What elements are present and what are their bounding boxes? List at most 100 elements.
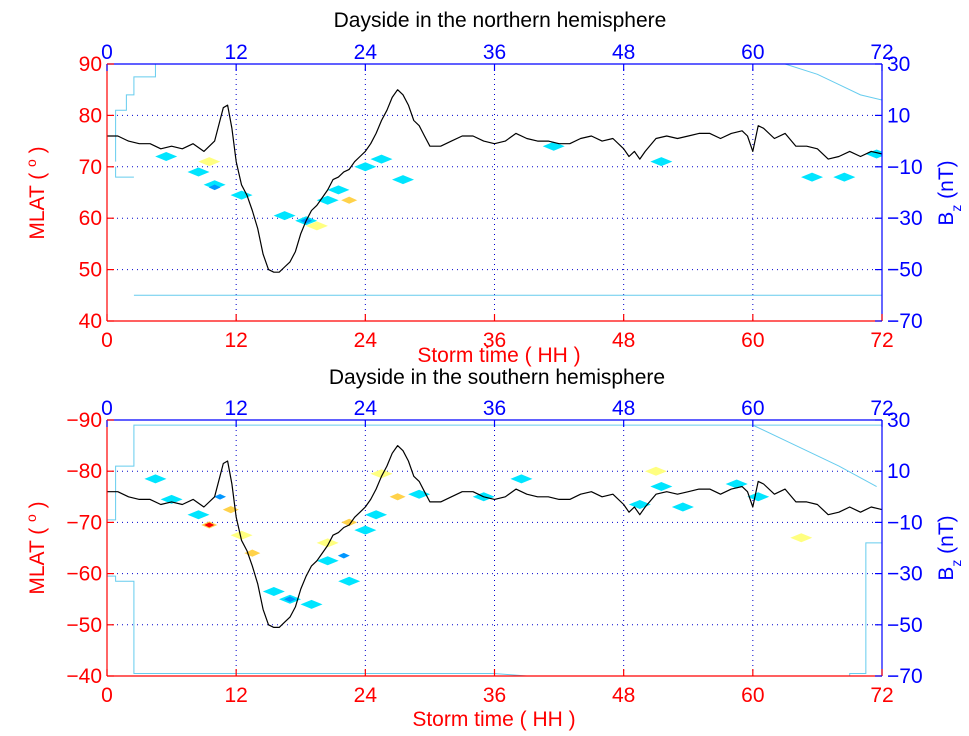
tick-marks-south [106, 419, 883, 677]
contour-patch [262, 587, 285, 597]
y2-tick-label: −70 [887, 310, 923, 333]
y2-tick-labels-north: −70 −50 −30 −10 10 30 [887, 53, 923, 333]
y2-axis-label-end-north: (nT) [935, 160, 958, 204]
x-top-tick-label: 60 [741, 41, 764, 64]
y-axis-label-text-north: MLAT ( [26, 167, 49, 240]
y-tick-label: 80 [79, 104, 102, 127]
y2-tick-label: 30 [887, 409, 910, 432]
panel-north: Dayside in the northern hemisphere 0 12 24… [23, 9, 964, 367]
contour-patch [370, 154, 393, 164]
y-axis-label-end-south: ) [26, 501, 49, 514]
boundary-line [752, 424, 877, 487]
contour-patch [208, 184, 221, 191]
x-top-tick-label: 72 [870, 41, 893, 64]
y-tick-label: −70 [66, 511, 102, 534]
x-top-tick-label: 48 [612, 397, 635, 420]
contour-patch [389, 493, 406, 501]
y-tick-label: 60 [79, 207, 102, 230]
y2-tick-label: −50 [887, 259, 923, 282]
panel-south: Dayside in the southern hemisphere 0 12 24… [23, 366, 964, 731]
contour-patch [222, 506, 239, 514]
contour-patch [833, 172, 856, 182]
x-tick-label: 36 [483, 684, 506, 707]
y2-tick-label: −10 [887, 156, 923, 179]
y2-tick-label: −30 [887, 563, 923, 586]
x-tick-label: 24 [354, 329, 378, 352]
x-top-tick-labels-north: 0 12 24 36 48 60 72 [101, 41, 894, 64]
contour-patch [283, 596, 296, 602]
contour-patch [155, 152, 178, 162]
contour-patch [327, 185, 350, 195]
y-tick-label: 70 [79, 156, 102, 179]
contour-patch [300, 599, 323, 609]
contour-patch [305, 221, 328, 231]
contour-patch [365, 510, 388, 520]
y-tick-label: −40 [66, 665, 102, 688]
boundary-line [107, 424, 882, 521]
contour-patch [230, 530, 253, 540]
y-tick-label: 40 [79, 310, 102, 333]
chart-title-south: Dayside in the southern hemisphere [329, 366, 665, 389]
x-tick-label: 72 [870, 684, 893, 707]
y-tick-labels-south: −40 −50 −60 −70 −80 −90 [66, 409, 102, 688]
boundary-line [107, 542, 882, 676]
contour-patch [187, 510, 210, 520]
y2-tick-label: 10 [887, 460, 910, 483]
contour-patch [198, 157, 221, 167]
x-top-tick-label: 48 [612, 41, 635, 64]
y2-axis-label-sub-north: z [948, 205, 964, 212]
y-tick-label: −90 [66, 409, 102, 432]
x-tick-label: 0 [101, 329, 113, 352]
x-top-tick-label: 36 [483, 41, 506, 64]
x-top-tick-label: 36 [483, 397, 506, 420]
y-tick-label: −60 [66, 563, 102, 586]
contour-patch [316, 538, 339, 548]
contour-patch [790, 533, 813, 543]
y2-tick-label: 30 [887, 53, 910, 76]
contour-patch [510, 474, 533, 484]
tick-marks-north [106, 63, 883, 322]
y-axis-label-sup-north: o [23, 159, 39, 167]
y2-axis-label-south: Bz (nT) [935, 515, 964, 580]
y2-axis-label-text-north: B [935, 212, 958, 226]
contour-patch [747, 492, 770, 502]
contour-patch [354, 525, 377, 535]
contour-patch [144, 474, 167, 484]
y2-tick-labels-south: −70 −50 −30 −10 10 30 [887, 409, 923, 688]
chart-title-north: Dayside in the northern hemisphere [334, 9, 667, 32]
y2-tick-label: −10 [887, 511, 923, 534]
boundary-lines-north [115, 64, 882, 296]
x-axis-label-north: Storm time ( HH ) [417, 344, 580, 367]
x-top-tick-label: 0 [101, 397, 113, 420]
y-axis-label-south: MLAT ( o ) [23, 501, 49, 594]
contour-patch [337, 552, 350, 559]
x-tick-label: 60 [741, 329, 764, 352]
y2-axis-label-text-south: B [935, 567, 958, 581]
contour-patch [273, 211, 296, 221]
x-top-tick-label: 12 [224, 41, 247, 64]
contour-patch [341, 196, 358, 204]
contour-patch [354, 162, 377, 172]
x-top-tick-labels-south: 0 12 24 36 48 60 72 [101, 397, 894, 420]
x-tick-label: 12 [224, 329, 247, 352]
contour-patch [370, 469, 393, 479]
y-axis-label-north: MLAT ( o ) [23, 146, 49, 239]
y-tick-label: 90 [79, 53, 102, 76]
x-tick-labels-south: 0 12 24 36 48 60 72 [101, 684, 894, 707]
x-tick-label: 60 [741, 684, 764, 707]
gridlines-south [107, 420, 882, 676]
x-tick-labels-north: 0 12 24 36 48 60 72 [101, 329, 894, 352]
contour-patch [644, 466, 667, 476]
contour-patch [392, 175, 415, 185]
y2-axis-label-sub-south: z [948, 560, 964, 567]
plot-area-north [107, 64, 882, 321]
contour-patch [650, 482, 673, 492]
y2-tick-label: −50 [887, 614, 923, 637]
x-top-tick-label: 24 [354, 41, 378, 64]
plot-area-south [107, 420, 882, 676]
x-tick-label: 48 [612, 329, 635, 352]
y2-tick-label: −30 [887, 207, 923, 230]
x-tick-label: 48 [612, 684, 635, 707]
x-tick-label: 0 [101, 684, 113, 707]
